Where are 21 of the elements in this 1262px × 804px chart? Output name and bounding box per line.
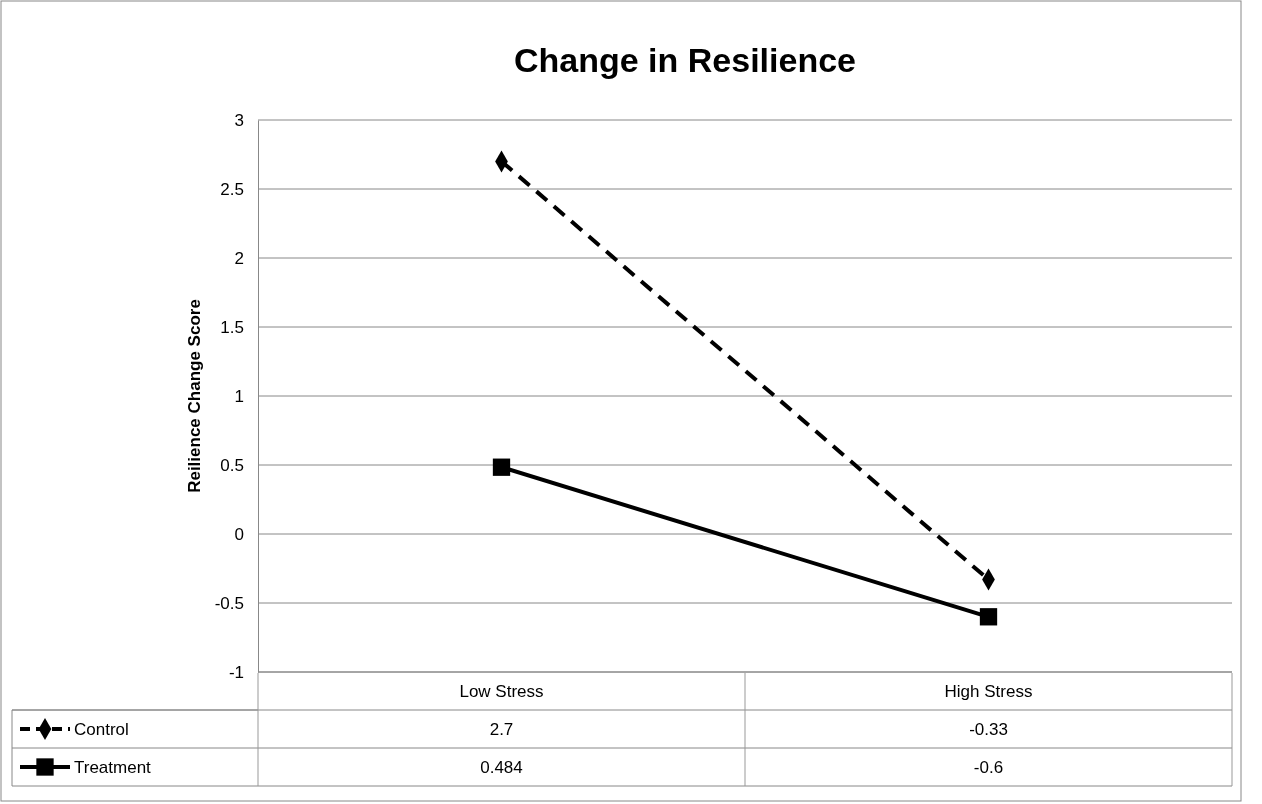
y-tick-label: -0.5 bbox=[214, 593, 244, 613]
y-tick-label: 0 bbox=[234, 524, 244, 544]
y-tick-label: -1 bbox=[228, 662, 244, 682]
data-label: 0.484 bbox=[480, 758, 523, 777]
y-axis-title: Reilience Change Score bbox=[185, 299, 204, 493]
chart-title: Change in Resilience bbox=[514, 41, 856, 79]
legend-label: Treatment bbox=[74, 758, 152, 777]
y-tick-label: 0.5 bbox=[220, 455, 244, 475]
data-label: -0.6 bbox=[973, 758, 1004, 777]
x-tick-label: High Stress bbox=[944, 682, 1033, 701]
data-label: 2.7 bbox=[489, 720, 514, 739]
y-tick-label: 1.5 bbox=[220, 317, 244, 337]
point bbox=[979, 608, 998, 626]
y-tick-label: 3 bbox=[234, 110, 244, 130]
y-tick-label: 2 bbox=[234, 248, 244, 268]
y-tick-label: 2.5 bbox=[220, 179, 244, 199]
x-tick-label: Low Stress bbox=[459, 682, 544, 701]
data-label: -0.33 bbox=[969, 720, 1008, 739]
y-tick-label: 1 bbox=[234, 386, 244, 406]
legend-label: Control bbox=[74, 720, 129, 739]
point bbox=[492, 458, 511, 476]
